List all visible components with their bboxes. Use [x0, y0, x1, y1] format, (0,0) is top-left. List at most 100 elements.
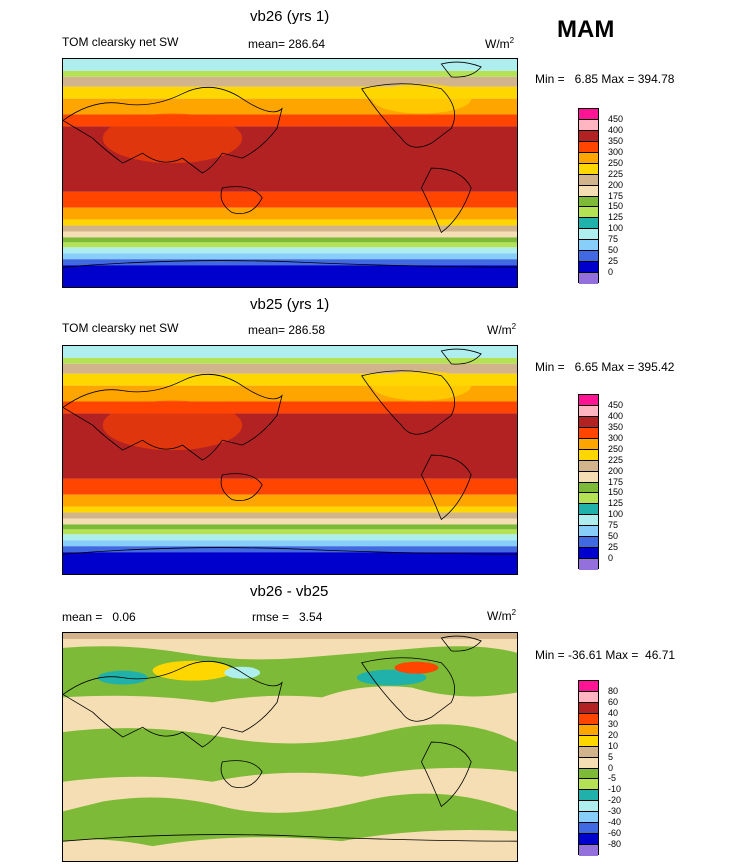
colorbar-tick-label: -5 — [608, 773, 617, 784]
colorbar-tick-label: 350 — [608, 135, 624, 146]
colorbar-tick-label: -10 — [608, 784, 622, 795]
colorbar-tick-label: -60 — [608, 828, 622, 839]
colorbar-tick-label: 60 — [608, 696, 619, 707]
colorbar-segment — [579, 251, 598, 263]
colorbar-segment — [579, 196, 598, 208]
colorbar-segment — [579, 681, 598, 692]
colorbar-segment — [579, 504, 598, 516]
colorbar-tick-label: 400 — [608, 410, 624, 421]
colorbar-segment — [579, 229, 598, 241]
colorbar-tick-label: 150 — [608, 487, 624, 498]
colorbar-segment — [579, 724, 598, 736]
panel2-mean-label: mean= 286.58 — [248, 323, 326, 337]
colorbar-segment — [579, 691, 598, 703]
colorbar-segment — [579, 515, 598, 527]
colorbar-segment — [579, 273, 598, 284]
colorbar-tick-label: 125 — [608, 498, 624, 509]
colorbar-tick-label: 400 — [608, 124, 624, 135]
panel1-mean-label: mean= 286.64 — [248, 37, 326, 51]
colorbar-segment — [579, 845, 598, 856]
colorbar-tick-label: 40 — [608, 707, 619, 718]
colorbar-tick-label: 25 — [608, 256, 619, 267]
colorbar-tick-label: 75 — [608, 520, 619, 531]
colorbar-segment — [579, 174, 598, 186]
colorbar-segment — [579, 779, 598, 791]
panel3-rmse-label: rmse = 3.54 — [252, 610, 323, 624]
colorbar-segment — [579, 163, 598, 175]
colorbar-tick-label: 200 — [608, 179, 624, 190]
colorbar-segment — [579, 405, 598, 417]
colorbar-tick-label: 200 — [608, 465, 624, 476]
colorbar-segment — [579, 240, 598, 252]
panel3-mean-label: mean = 0.06 — [62, 610, 136, 624]
colorbar-segment — [579, 548, 598, 560]
colorbar-tick-label: 250 — [608, 157, 624, 168]
colorbar-tick-label: -80 — [608, 839, 622, 850]
colorbar-tick-label: 225 — [608, 454, 624, 465]
panel1-minmax: Min = 6.85 Max = 394.78 — [535, 72, 675, 86]
colorbar-tick-label: 50 — [608, 245, 619, 256]
colorbar-segment — [579, 130, 598, 142]
colorbar-tick-label: 80 — [608, 685, 619, 696]
panel2-colorbar — [578, 394, 599, 570]
colorbar-segment — [579, 482, 598, 494]
colorbar-segment — [579, 119, 598, 131]
colorbar-segment — [579, 801, 598, 813]
panel2-title: vb25 (yrs 1) — [250, 296, 330, 313]
colorbar-tick-label: 225 — [608, 168, 624, 179]
colorbar-segment — [579, 746, 598, 758]
colorbar-segment — [579, 757, 598, 769]
colorbar-tick-label: 450 — [608, 113, 624, 124]
colorbar-segment — [579, 141, 598, 153]
colorbar-tick-label: 5 — [608, 751, 614, 762]
colorbar-segment — [579, 812, 598, 824]
colorbar-tick-label: 175 — [608, 476, 624, 487]
colorbar-segment — [579, 416, 598, 428]
colorbar-segment — [579, 438, 598, 450]
colorbar-tick-label: 10 — [608, 740, 619, 751]
colorbar-tick-label: 0 — [608, 267, 614, 278]
colorbar-segment — [579, 790, 598, 802]
colorbar-segment — [579, 207, 598, 219]
panel3-minmax: Min = -36.61 Max = 46.71 — [535, 648, 676, 662]
colorbar-tick-label: 150 — [608, 201, 624, 212]
colorbar-segment — [579, 449, 598, 461]
colorbar-tick-label: -40 — [608, 817, 622, 828]
colorbar-segment — [579, 460, 598, 472]
colorbar-tick-label: 300 — [608, 146, 624, 157]
colorbar-segment — [579, 427, 598, 439]
season-label: MAM — [557, 16, 615, 43]
colorbar-segment — [579, 262, 598, 274]
panel3-map — [62, 632, 518, 862]
colorbar-segment — [579, 109, 598, 120]
colorbar-tick-label: 25 — [608, 542, 619, 553]
colorbar-segment — [579, 185, 598, 197]
colorbar-tick-label: 75 — [608, 234, 619, 245]
colorbar-tick-label: 100 — [608, 223, 624, 234]
colorbar-segment — [579, 526, 598, 538]
colorbar-segment — [579, 471, 598, 483]
colorbar-tick-label: 450 — [608, 399, 624, 410]
colorbar-tick-label: 350 — [608, 421, 624, 432]
colorbar-tick-label: -30 — [608, 806, 622, 817]
colorbar-segment — [579, 493, 598, 505]
colorbar-tick-label: 100 — [608, 509, 624, 520]
colorbar-segment — [579, 395, 598, 406]
colorbar-tick-label: 30 — [608, 718, 619, 729]
panel3-title: vb26 - vb25 — [250, 583, 329, 600]
colorbar-segment — [579, 834, 598, 846]
panel1-map-svg — [63, 59, 517, 287]
panel3-units: W/m2 — [487, 608, 517, 623]
panel1-left-label: TOM clearsky net SW — [62, 35, 179, 49]
panel1-map — [62, 58, 518, 288]
colorbar-segment — [579, 152, 598, 164]
panel2-minmax: Min = 6.65 Max = 395.42 — [535, 360, 675, 374]
colorbar-tick-label: 0 — [608, 553, 614, 564]
colorbar-segment — [579, 713, 598, 725]
colorbar-tick-label: -20 — [608, 795, 622, 806]
panel1-title: vb26 (yrs 1) — [250, 8, 330, 25]
panel2-left-label: TOM clearsky net SW — [62, 321, 179, 335]
colorbar-tick-label: 50 — [608, 531, 619, 542]
colorbar-tick-label: 175 — [608, 190, 624, 201]
colorbar-segment — [579, 559, 598, 570]
